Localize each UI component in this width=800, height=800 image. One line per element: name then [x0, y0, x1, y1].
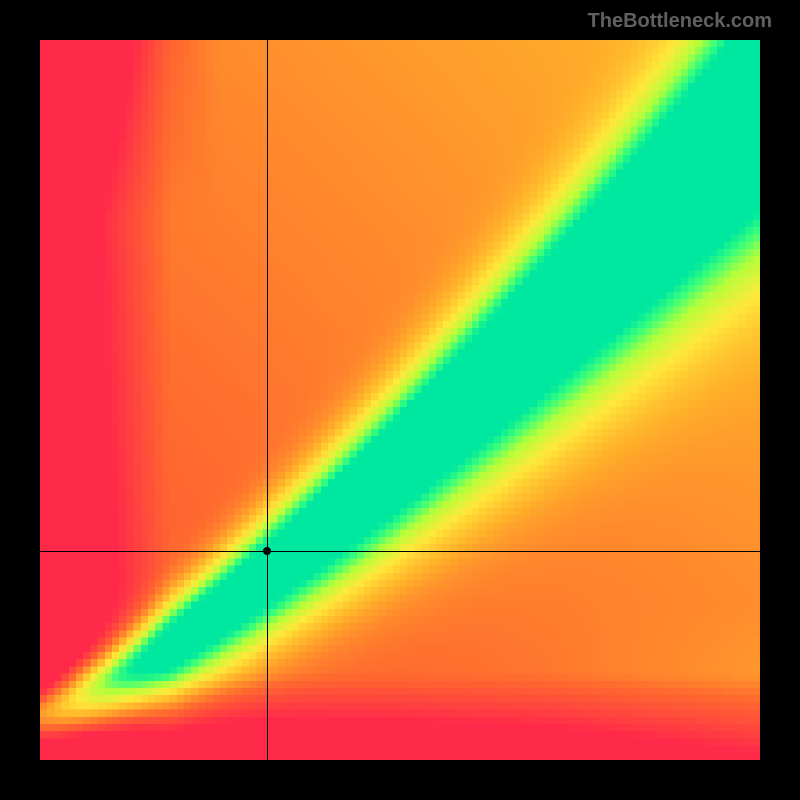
heatmap-canvas	[40, 40, 760, 760]
watermark-text: TheBottleneck.com	[588, 10, 772, 33]
chart-frame	[40, 40, 760, 760]
